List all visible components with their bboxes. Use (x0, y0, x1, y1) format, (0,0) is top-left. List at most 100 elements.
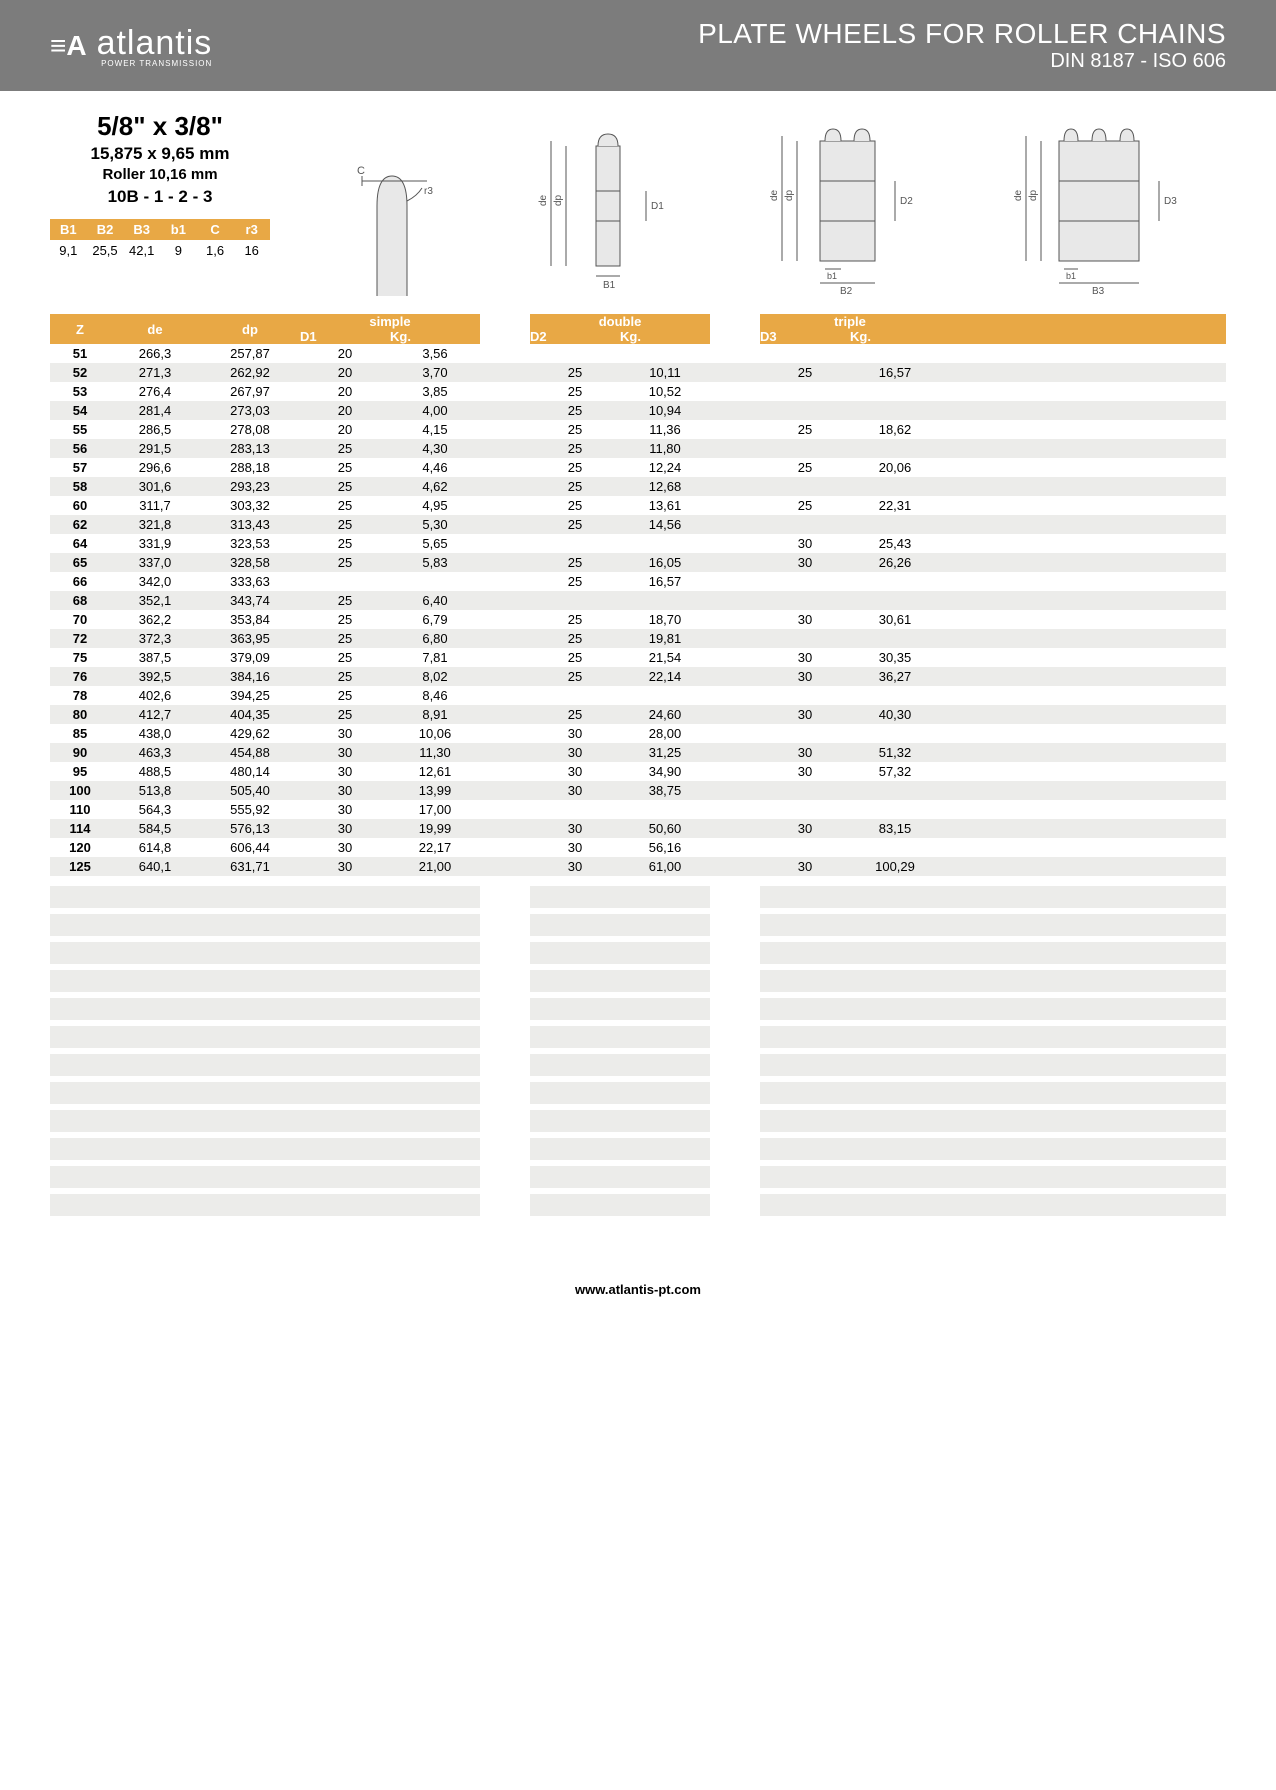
svg-text:D1: D1 (651, 201, 664, 212)
th-dp: dp (200, 322, 300, 337)
diagram-triple: de dp D3 b1 B3 (1014, 121, 1184, 296)
table-row: 56291,5283,13254,302511,80 (50, 439, 1226, 458)
th-kg2: Kg. (620, 329, 710, 344)
small-th: r3 (233, 219, 270, 240)
spec-dim: 15,875 x 9,65 mm (50, 144, 270, 164)
table-row: 60311,7303,32254,952513,612522,31 (50, 496, 1226, 515)
table-row: 114584,5576,133019,993050,603083,15 (50, 819, 1226, 838)
svg-text:r3: r3 (424, 186, 433, 197)
table-row: 54281,4273,03204,002510,94 (50, 401, 1226, 420)
diagrams: C r3 de dp D1 B1 (300, 111, 1226, 296)
table-row: 100513,8505,403013,993038,75 (50, 781, 1226, 800)
th-double: double (530, 314, 710, 329)
header-title: PLATE WHEELS FOR ROLLER CHAINS DIN 8187 … (698, 18, 1226, 73)
spec-size: 5/8" x 3/8" (50, 111, 270, 142)
table-row: 120614,8606,443022,173056,16 (50, 838, 1226, 857)
empty-rows (50, 886, 1226, 1216)
th-kg1: Kg. (390, 329, 480, 344)
th-triple: triple (760, 314, 940, 329)
diagram-tooth: C r3 (342, 146, 452, 296)
th-de: de (110, 322, 200, 337)
svg-text:b1: b1 (827, 271, 837, 281)
small-td: 16 (233, 240, 270, 261)
svg-text:de: de (770, 189, 780, 201)
table-row: 57296,6288,18254,462512,242520,06 (50, 458, 1226, 477)
table-row: 90463,3454,883011,303031,253051,32 (50, 743, 1226, 762)
small-td: 42,1 (123, 240, 160, 261)
small-th: B1 (50, 219, 87, 240)
table-row: 66342,0333,632516,57 (50, 572, 1226, 591)
table-row: 51266,3257,87203,56 (50, 344, 1226, 363)
small-th: B3 (123, 219, 160, 240)
empty-row (50, 1138, 1226, 1160)
th-simple: simple (300, 314, 480, 329)
svg-text:dp: dp (553, 194, 564, 206)
table-row: 62321,8313,43255,302514,56 (50, 515, 1226, 534)
svg-text:B1: B1 (603, 280, 616, 291)
svg-text:b1: b1 (1066, 271, 1076, 281)
svg-text:dp: dp (784, 189, 795, 201)
table-row: 58301,6293,23254,622512,68 (50, 477, 1226, 496)
svg-text:D2: D2 (900, 196, 913, 207)
table-row: 72372,3363,95256,802519,81 (50, 629, 1226, 648)
table-row: 53276,4267,97203,852510,52 (50, 382, 1226, 401)
small-td: 25,5 (87, 240, 124, 261)
table-row: 75387,5379,09257,812521,543030,35 (50, 648, 1226, 667)
table-row: 52271,3262,92203,702510,112516,57 (50, 363, 1226, 382)
small-th: b1 (160, 219, 197, 240)
spec-block: 5/8" x 3/8" 15,875 x 9,65 mm Roller 10,1… (50, 111, 270, 296)
small-th: C (197, 219, 234, 240)
empty-row (50, 1166, 1226, 1188)
table-row: 70362,2353,84256,792518,703030,61 (50, 610, 1226, 629)
table-row: 95488,5480,143012,613034,903057,32 (50, 762, 1226, 781)
logo-text: atlantis (97, 24, 213, 62)
spec-code: 10B - 1 - 2 - 3 (50, 187, 270, 207)
svg-text:dp: dp (1028, 189, 1039, 201)
doc-title: PLATE WHEELS FOR ROLLER CHAINS (698, 18, 1226, 50)
th-kg3: Kg. (850, 329, 940, 344)
spec-roller: Roller 10,16 mm (50, 166, 270, 183)
th-d3: D3 (760, 329, 850, 344)
table-row: 65337,0328,58255,832516,053026,26 (50, 553, 1226, 572)
doc-standard: DIN 8187 - ISO 606 (698, 50, 1226, 73)
empty-row (50, 1054, 1226, 1076)
th-d2: D2 (530, 329, 620, 344)
empty-row (50, 998, 1226, 1020)
diagram-double: de dp D2 b1 B2 (770, 121, 930, 296)
empty-row (50, 1194, 1226, 1216)
svg-text:C: C (357, 165, 365, 177)
small-td: 9 (160, 240, 197, 261)
empty-row (50, 1110, 1226, 1132)
empty-row (50, 886, 1226, 908)
table-row: 125640,1631,713021,003061,0030100,29 (50, 857, 1226, 876)
small-td: 1,6 (197, 240, 234, 261)
main-table: Z de dp simple D1 Kg. double D2 Kg. (50, 314, 1226, 876)
table-row: 76392,5384,16258,022522,143036,27 (50, 667, 1226, 686)
logo: ≡A atlantis POWER TRANSMISSION (50, 24, 212, 68)
empty-row (50, 970, 1226, 992)
th-z: Z (50, 322, 110, 337)
svg-text:B2: B2 (840, 286, 853, 296)
table-row: 68352,1343,74256,40 (50, 591, 1226, 610)
svg-text:de: de (1014, 189, 1024, 201)
logo-mark: ≡A (50, 30, 87, 62)
table-row: 64331,9323,53255,653025,43 (50, 534, 1226, 553)
small-th: B2 (87, 219, 124, 240)
th-d1: D1 (300, 329, 390, 344)
diagram-simple: de dp D1 B1 (536, 126, 686, 296)
table-row: 55286,5278,08204,152511,362518,62 (50, 420, 1226, 439)
footer-url: www.atlantis-pt.com (0, 1252, 1276, 1347)
svg-text:de: de (538, 194, 549, 206)
empty-row (50, 1026, 1226, 1048)
empty-row (50, 1082, 1226, 1104)
small-td: 9,1 (50, 240, 87, 261)
table-row: 85438,0429,623010,063028,00 (50, 724, 1226, 743)
header-bar: ≡A atlantis POWER TRANSMISSION PLATE WHE… (0, 0, 1276, 91)
small-table: B1B2B3b1Cr3 9,125,542,191,616 (50, 219, 270, 261)
logo-subtitle: POWER TRANSMISSION (97, 59, 213, 68)
svg-text:B3: B3 (1092, 286, 1105, 296)
empty-row (50, 914, 1226, 936)
table-row: 80412,7404,35258,912524,603040,30 (50, 705, 1226, 724)
table-row: 78402,6394,25258,46 (50, 686, 1226, 705)
svg-text:D3: D3 (1164, 196, 1177, 207)
